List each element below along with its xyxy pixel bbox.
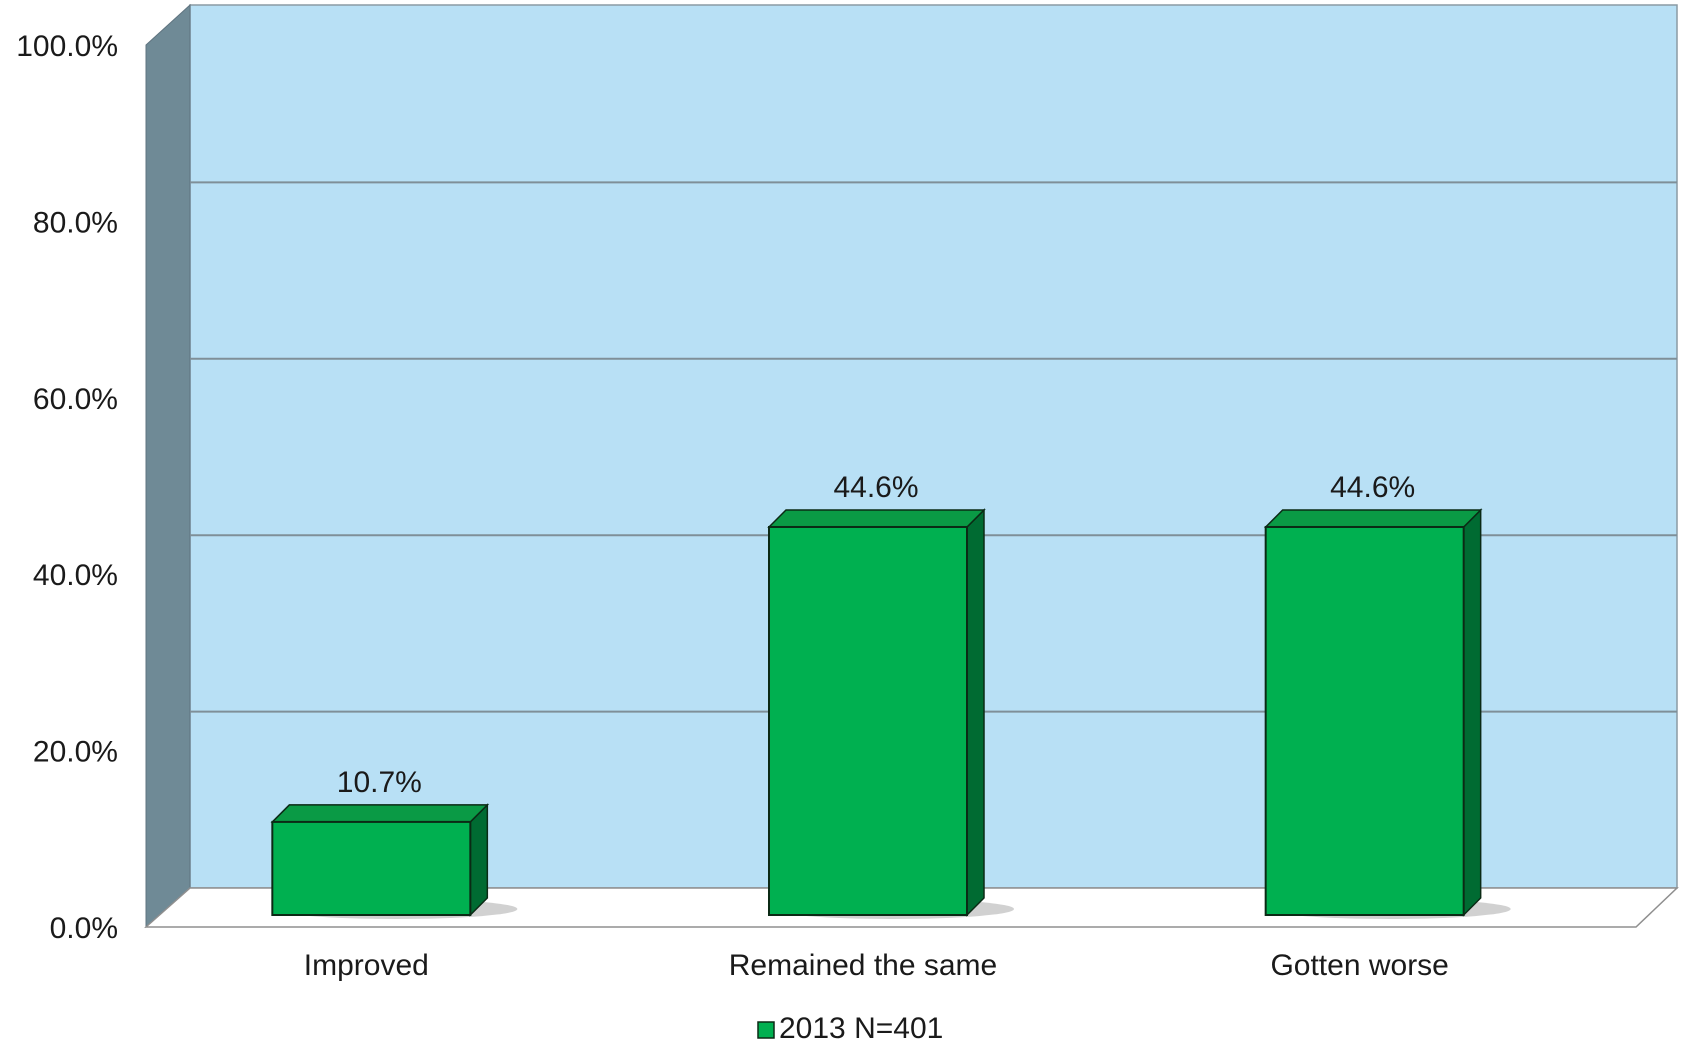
x-axis-labels: Improved Remained the same Gotten worse (304, 949, 1449, 982)
y-tick-label: 0.0% (50, 912, 118, 945)
bar (1264, 525, 1465, 916)
bar-side (469, 803, 489, 917)
bar-top (767, 509, 986, 528)
y-tick-label: 60.0% (33, 383, 118, 416)
bar (768, 525, 968, 916)
x-category-label: Improved (304, 949, 429, 982)
bar (271, 820, 472, 916)
y-tick-label: 80.0% (33, 206, 118, 239)
x-category-label: Remained the same (729, 949, 997, 982)
y-axis-ticks: 0.0% 20.0% 40.0% 60.0% 80.0% 100.0% (16, 30, 118, 945)
data-label: 10.7% (337, 766, 422, 799)
y-tick-label: 40.0% (33, 559, 118, 592)
legend-swatch (757, 1021, 775, 1039)
side-wall (145, 3, 191, 929)
bar-side (1462, 508, 1482, 917)
data-label: 44.6% (1330, 471, 1415, 504)
legend-label: 2013 N=401 (779, 1012, 943, 1044)
data-label: 44.6% (833, 471, 918, 504)
y-tick-label: 100.0% (16, 30, 118, 63)
x-category-label: Gotten worse (1270, 949, 1448, 982)
legend: 2013 N=401 (757, 1012, 943, 1044)
bar-side (966, 508, 985, 917)
bars: 10.7% 44.6% 44.6% (270, 471, 1511, 919)
bar-top (1263, 509, 1483, 528)
y-tick-label: 20.0% (33, 736, 118, 769)
bar-top (270, 804, 490, 823)
